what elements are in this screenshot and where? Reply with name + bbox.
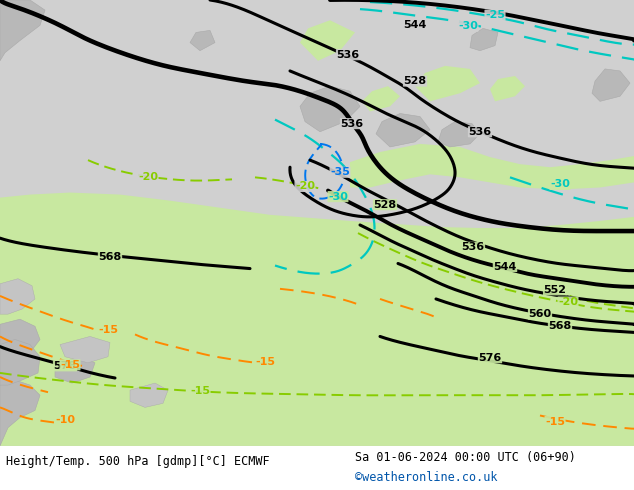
Polygon shape (376, 114, 430, 147)
Text: -30: -30 (458, 22, 478, 31)
Text: -15: -15 (190, 386, 210, 396)
Text: -35: -35 (330, 167, 350, 177)
Text: -20: -20 (558, 297, 578, 307)
Polygon shape (490, 76, 525, 101)
Polygon shape (0, 193, 634, 446)
Polygon shape (190, 30, 215, 50)
Polygon shape (130, 383, 168, 407)
Polygon shape (0, 380, 40, 446)
Text: -20: -20 (138, 172, 158, 182)
Polygon shape (0, 340, 40, 385)
Polygon shape (300, 86, 360, 132)
Polygon shape (0, 0, 45, 61)
Text: -25: -25 (485, 10, 505, 20)
Text: 544: 544 (403, 21, 427, 30)
Text: -15: -15 (255, 357, 275, 367)
Polygon shape (592, 69, 630, 101)
Polygon shape (55, 357, 95, 383)
Polygon shape (415, 66, 480, 101)
Polygon shape (438, 122, 480, 147)
Text: -15: -15 (98, 325, 118, 335)
Polygon shape (0, 319, 40, 365)
Text: 528: 528 (403, 76, 427, 86)
Text: -30: -30 (328, 192, 348, 201)
Text: -15: -15 (545, 416, 565, 427)
Text: 536: 536 (462, 242, 484, 252)
Polygon shape (300, 20, 355, 61)
Text: 568: 568 (98, 252, 122, 263)
Bar (0, 0, 634, 253)
Polygon shape (470, 28, 498, 50)
Text: 560: 560 (528, 309, 552, 319)
Text: 536: 536 (469, 127, 491, 137)
Text: -30: -30 (550, 179, 570, 190)
Text: 568: 568 (548, 321, 572, 331)
Polygon shape (362, 86, 400, 112)
Text: 536: 536 (340, 119, 363, 129)
Text: 578: 578 (53, 361, 77, 371)
Text: 528: 528 (373, 200, 396, 210)
Polygon shape (350, 144, 634, 190)
Text: Height/Temp. 500 hPa [gdmp][°C] ECMWF: Height/Temp. 500 hPa [gdmp][°C] ECMWF (6, 455, 269, 468)
Text: Sa 01-06-2024 00:00 UTC (06+90): Sa 01-06-2024 00:00 UTC (06+90) (355, 451, 576, 465)
Text: -10: -10 (55, 415, 75, 424)
Polygon shape (0, 0, 634, 184)
Text: -20: -20 (295, 181, 315, 192)
Text: -15: -15 (60, 360, 80, 370)
Text: 544: 544 (493, 262, 517, 271)
Polygon shape (0, 0, 634, 201)
Polygon shape (60, 337, 110, 363)
Text: ©weatheronline.co.uk: ©weatheronline.co.uk (355, 471, 498, 485)
Text: 576: 576 (479, 353, 501, 363)
Text: 552: 552 (543, 285, 567, 295)
Text: 536: 536 (337, 49, 359, 60)
Polygon shape (0, 279, 35, 314)
